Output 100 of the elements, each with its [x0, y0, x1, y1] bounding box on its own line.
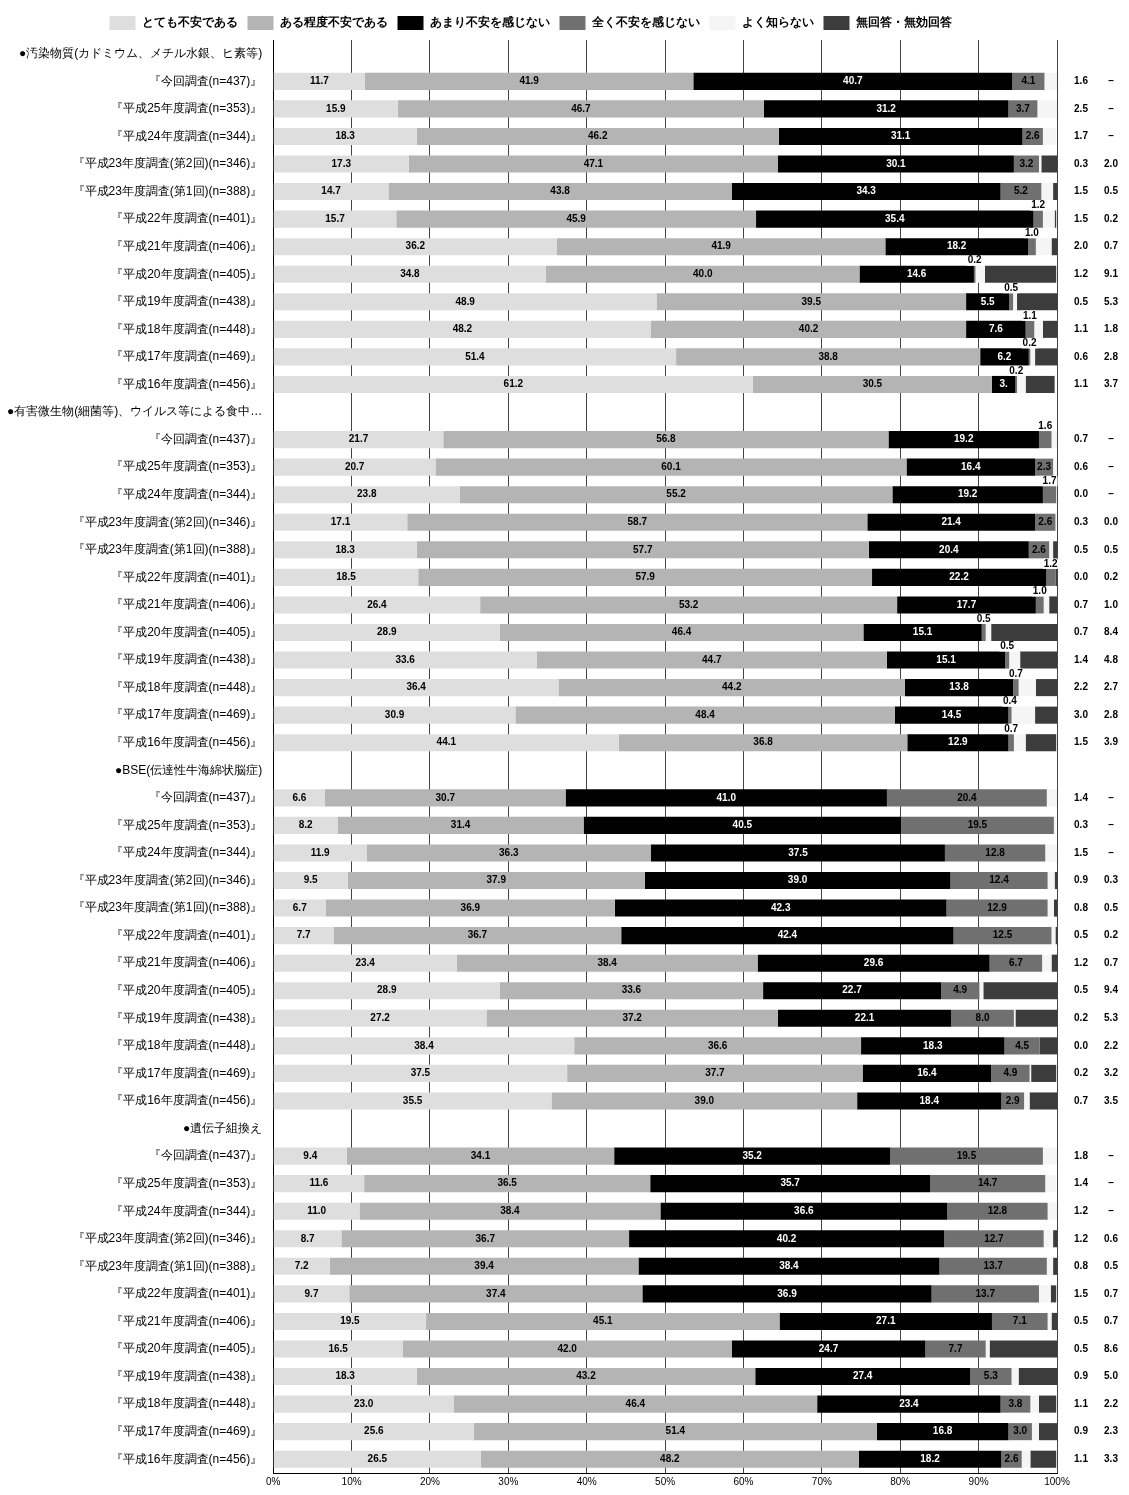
data-label: 26.4	[367, 598, 388, 610]
data-label: 18.3	[923, 1039, 943, 1051]
data-label: 0.5	[1074, 984, 1089, 996]
x-tick-label: 30%	[498, 1475, 519, 1487]
y-tick-label: 『平成23年度調査(第2回)(n=346)』	[72, 1231, 263, 1246]
data-label: 0.3	[1074, 819, 1089, 831]
x-tick-label: 90%	[968, 1475, 989, 1487]
data-label: 1.5	[1074, 736, 1089, 748]
x-tick-label: 80%	[890, 1475, 911, 1487]
data-label: 53.2	[678, 598, 699, 610]
data-label: 0.7	[1074, 433, 1089, 445]
data-label: 11.7	[309, 75, 330, 87]
data-label: 13.8	[949, 681, 970, 693]
data-label: 36.6	[794, 1204, 815, 1216]
data-label: 0.7	[1104, 1315, 1119, 1327]
text: –	[1108, 819, 1114, 831]
data-label: 2.7	[1104, 681, 1119, 693]
data-label: 38.8	[818, 350, 839, 362]
data-label: 18.3	[335, 1370, 356, 1382]
data-label: 1.1	[1074, 1397, 1089, 1409]
data-label: 19.2	[957, 488, 978, 500]
data-label: 1.5	[1074, 846, 1089, 858]
data-label: 0.2	[1022, 337, 1037, 349]
data-label: 3.2	[1104, 1067, 1119, 1079]
data-label: 1.1	[1074, 378, 1089, 390]
data-label: 39.4	[474, 1260, 495, 1272]
text: –	[1108, 75, 1114, 87]
data-label: 0.7	[1074, 598, 1089, 610]
data-label: 42.0	[557, 1342, 578, 1354]
data-label: 31.2	[876, 102, 897, 114]
data-label: 0.2	[1104, 212, 1119, 224]
data-label: 14.7	[977, 1177, 998, 1189]
data-label: 12.5	[992, 929, 1013, 941]
data-label: 20.4	[939, 543, 960, 555]
data-label: 6.2	[997, 350, 1012, 362]
data-label: 28.9	[377, 984, 397, 996]
data-label: 2.2	[1104, 1397, 1119, 1409]
data-label: 0.7	[1104, 1287, 1119, 1299]
data-label: 1.7	[1042, 474, 1057, 486]
data-label: 7.7	[296, 929, 312, 941]
data-label: 25.6	[364, 1425, 384, 1437]
y-tick-label: 『平成23年度調査(第2回)(n=346)』	[72, 514, 263, 529]
data-label: 0.5	[1104, 543, 1119, 555]
data-label: 31.1	[890, 130, 911, 142]
data-label: 23.4	[899, 1397, 920, 1409]
data-label: 41.0	[716, 791, 737, 803]
data-label: 0.9	[1074, 1425, 1089, 1437]
data-label: 0.3	[1074, 516, 1089, 528]
data-label: 0.5	[1074, 543, 1089, 555]
text: –	[1108, 791, 1114, 803]
y-tick-label: 『平成16年度調査(n=456)』	[111, 1451, 263, 1466]
data-label: 18.2	[946, 240, 967, 252]
y-tick-label: 『平成24年度調査(n=344)』	[111, 487, 263, 502]
data-label: 6.6	[292, 791, 307, 803]
y-tick-label: 『平成19年度調査(n=438)』	[111, 1368, 263, 1383]
data-label: 5.5	[980, 295, 996, 307]
data-label: 2.3	[1104, 1425, 1119, 1437]
y-tick-label: ●汚染物質(カドミウム、メチル水銀、ヒ素等)	[18, 46, 263, 61]
data-label: 0.2	[1074, 1067, 1089, 1079]
data-label: 0.2	[967, 254, 983, 266]
data-label: 1.1	[1074, 1452, 1089, 1464]
data-label: 1.8	[1104, 323, 1119, 335]
data-label: 0.5	[1074, 295, 1089, 307]
data-label: 1.5	[1074, 212, 1089, 224]
data-label: 36.7	[467, 929, 488, 941]
data-label: 27.1	[876, 1315, 896, 1327]
data-label: 28.9	[377, 626, 397, 638]
data-label: 11.9	[310, 846, 331, 858]
data-label: 26.5	[367, 1452, 388, 1464]
text: –	[1108, 130, 1114, 142]
data-label: 23.4	[355, 956, 376, 968]
data-label: 48.2	[452, 323, 473, 335]
data-label: 7.7	[948, 1342, 963, 1354]
data-label: 22.7	[842, 984, 863, 996]
data-label: 1.5	[1074, 185, 1089, 197]
legend-label: 無回答・無効回答	[854, 15, 953, 30]
data-label: 30.7	[435, 791, 456, 803]
y-tick-label: 『平成18年度調査(n=448)』	[111, 1038, 263, 1053]
legend-label: とても不安である	[141, 15, 238, 30]
data-label: 1.4	[1074, 791, 1089, 803]
data-label: 36.3	[499, 846, 519, 858]
text: –	[1108, 460, 1114, 472]
data-label: 11.6	[309, 1177, 329, 1189]
y-tick-label: 『平成25年度調査(n=353)』	[111, 817, 263, 832]
y-tick-label: 『平成19年度調査(n=438)』	[111, 294, 263, 309]
y-tick-label: 『平成17年度調査(n=469)』	[111, 1423, 263, 1438]
data-label: 34.3	[856, 185, 877, 197]
data-label: 48.4	[695, 708, 716, 720]
y-tick-label: ●BSE(伝達性牛海綿状脳症)	[114, 762, 263, 777]
data-label: 8.2	[298, 819, 314, 831]
data-label: 42.3	[770, 901, 791, 913]
y-tick-label: 『平成24年度調査(n=344)』	[111, 845, 263, 860]
data-label: 1.0	[1104, 598, 1119, 610]
data-label: 0.7	[1074, 1094, 1089, 1106]
data-label: 0.5	[1104, 185, 1119, 197]
data-label: 17.7	[956, 598, 977, 610]
data-label: 3.	[999, 378, 1009, 390]
data-label: 30.5	[862, 378, 883, 390]
data-label: 0.7	[1004, 722, 1019, 734]
data-label: 7.2	[294, 1260, 310, 1272]
